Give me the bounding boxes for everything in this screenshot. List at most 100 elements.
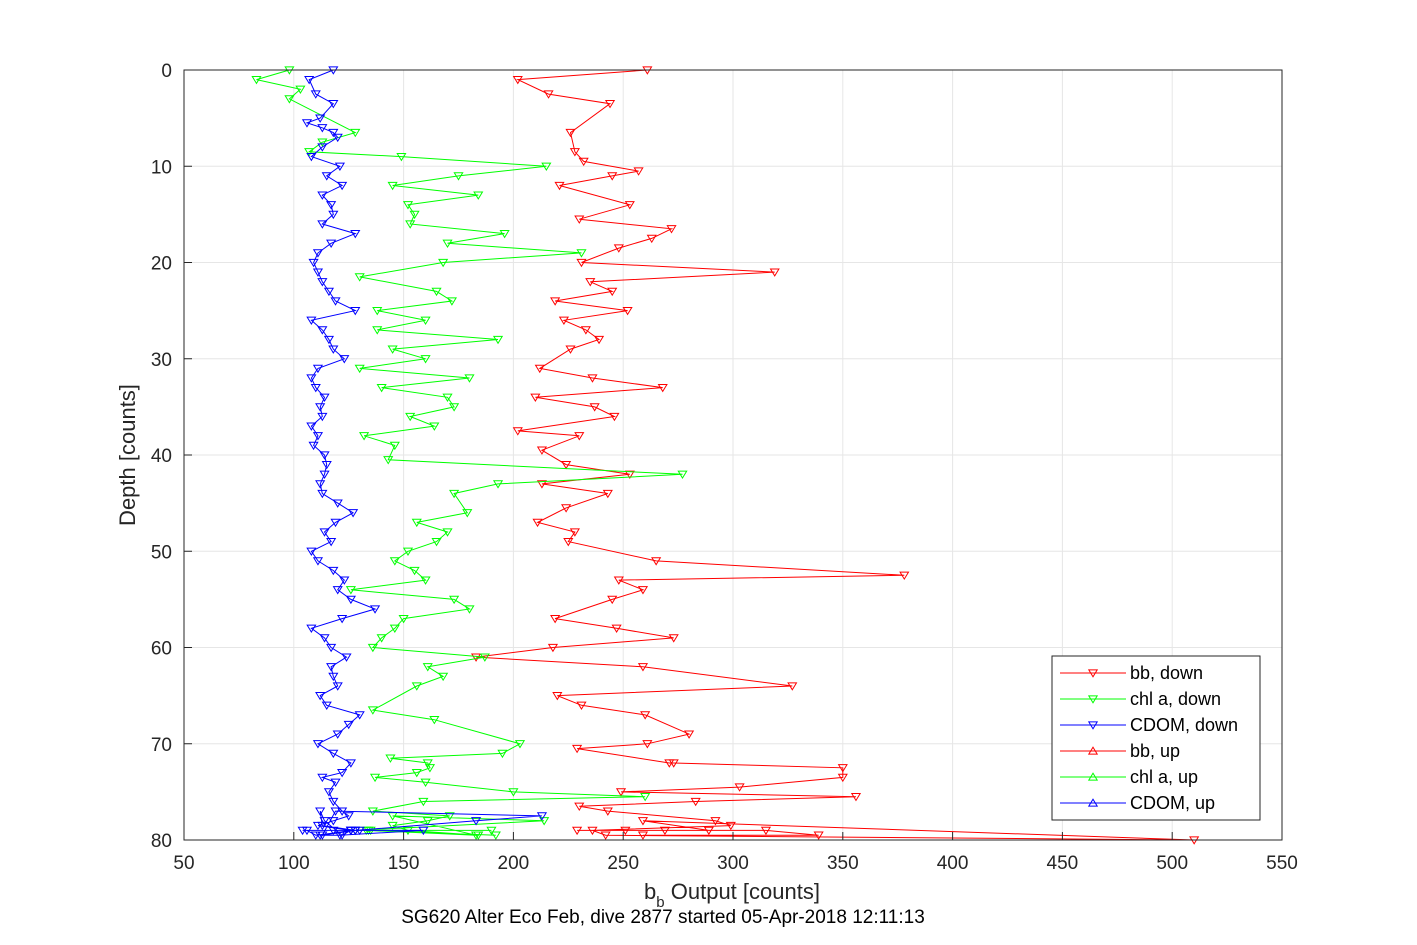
data-point (449, 489, 460, 499)
data-point (464, 374, 475, 383)
data-point (532, 518, 543, 528)
data-point (659, 826, 671, 836)
x-tick-label: 200 (498, 853, 530, 874)
x-tick-label: 350 (827, 853, 859, 874)
data-point (615, 788, 627, 797)
data-point (328, 345, 339, 354)
data-point (387, 181, 398, 191)
data-point (328, 797, 339, 807)
data-point (536, 480, 548, 489)
data-point (431, 537, 442, 547)
data-point (315, 691, 326, 701)
data-point (295, 85, 306, 94)
data-point (637, 586, 649, 595)
data-point (569, 528, 580, 537)
legend-marker (1087, 695, 1099, 704)
data-point (620, 826, 631, 836)
data-point (899, 571, 910, 581)
data-point (317, 220, 328, 229)
data-point (453, 172, 464, 181)
data-point (328, 749, 339, 759)
data-point (449, 595, 460, 605)
data-point (372, 326, 383, 335)
data-point (330, 778, 341, 787)
legend-marker (1087, 746, 1099, 755)
data-point (668, 759, 679, 768)
data-point (470, 653, 482, 662)
data-point (376, 634, 387, 643)
data-point (317, 191, 328, 200)
x-axis-label-subscript: b (656, 894, 664, 911)
data-point (418, 826, 429, 836)
series-line (476, 69, 1195, 841)
data-point (637, 663, 649, 672)
data-point (312, 268, 324, 277)
data-point (576, 249, 587, 258)
data-point (411, 682, 422, 691)
data-point (442, 239, 453, 248)
data-point (587, 826, 598, 836)
data-point (438, 258, 449, 268)
data-point (323, 788, 335, 797)
data-point (317, 773, 328, 783)
data-point (473, 191, 484, 200)
data-point (850, 793, 862, 802)
data-point (396, 152, 407, 162)
x-tick-label: 250 (607, 853, 639, 874)
data-point (328, 826, 339, 836)
data-point (508, 788, 519, 797)
data-point (319, 451, 330, 460)
data-point (321, 701, 332, 710)
legend-marker (1087, 798, 1099, 807)
data-point (319, 470, 330, 479)
ticks: 50 100 150 200 250 300 350 400 450 500 550 0 10 20 30 4… (151, 61, 1298, 874)
y-tick-label: 60 (151, 639, 172, 660)
data-point (354, 826, 365, 836)
x-tick-label: 400 (937, 853, 969, 874)
y-tick-label: 30 (151, 350, 172, 371)
data-point (312, 249, 324, 258)
y-tick-label: 50 (151, 542, 172, 563)
data-point (561, 460, 572, 470)
x-tick-label: 550 (1266, 853, 1298, 874)
data-point (470, 817, 482, 826)
data-point (651, 557, 662, 566)
data-point (543, 90, 554, 99)
data-point (383, 456, 394, 465)
data-point (319, 817, 330, 826)
data-point (376, 383, 387, 393)
data-point (319, 634, 330, 643)
data-point (328, 672, 339, 682)
data-point (337, 807, 348, 816)
legend-label: bb, up (1130, 741, 1180, 761)
data-point (312, 557, 324, 566)
data-point (444, 812, 455, 821)
data-point (402, 547, 414, 556)
data-point (332, 586, 343, 595)
data-point (315, 114, 326, 123)
data-point (367, 643, 378, 653)
data-point (306, 374, 317, 383)
data-point (304, 75, 315, 85)
y-tick-label: 80 (151, 831, 172, 852)
data-point (297, 826, 308, 836)
data-point (565, 345, 576, 354)
data-point (308, 258, 319, 268)
data-point (470, 831, 482, 840)
data-point (411, 518, 422, 528)
data-point (345, 595, 356, 605)
data-point (323, 287, 335, 297)
data-point (304, 148, 315, 157)
data-point (306, 547, 317, 556)
data-point (622, 306, 633, 316)
data-point (604, 100, 616, 109)
data-point (813, 831, 824, 840)
data-point (354, 273, 365, 282)
data-point (398, 614, 409, 624)
data-point (328, 100, 339, 109)
x-tick-label: 300 (717, 853, 749, 874)
data-point (330, 297, 341, 306)
data-point (310, 383, 321, 393)
data-point (330, 807, 341, 816)
data-point (534, 364, 545, 374)
